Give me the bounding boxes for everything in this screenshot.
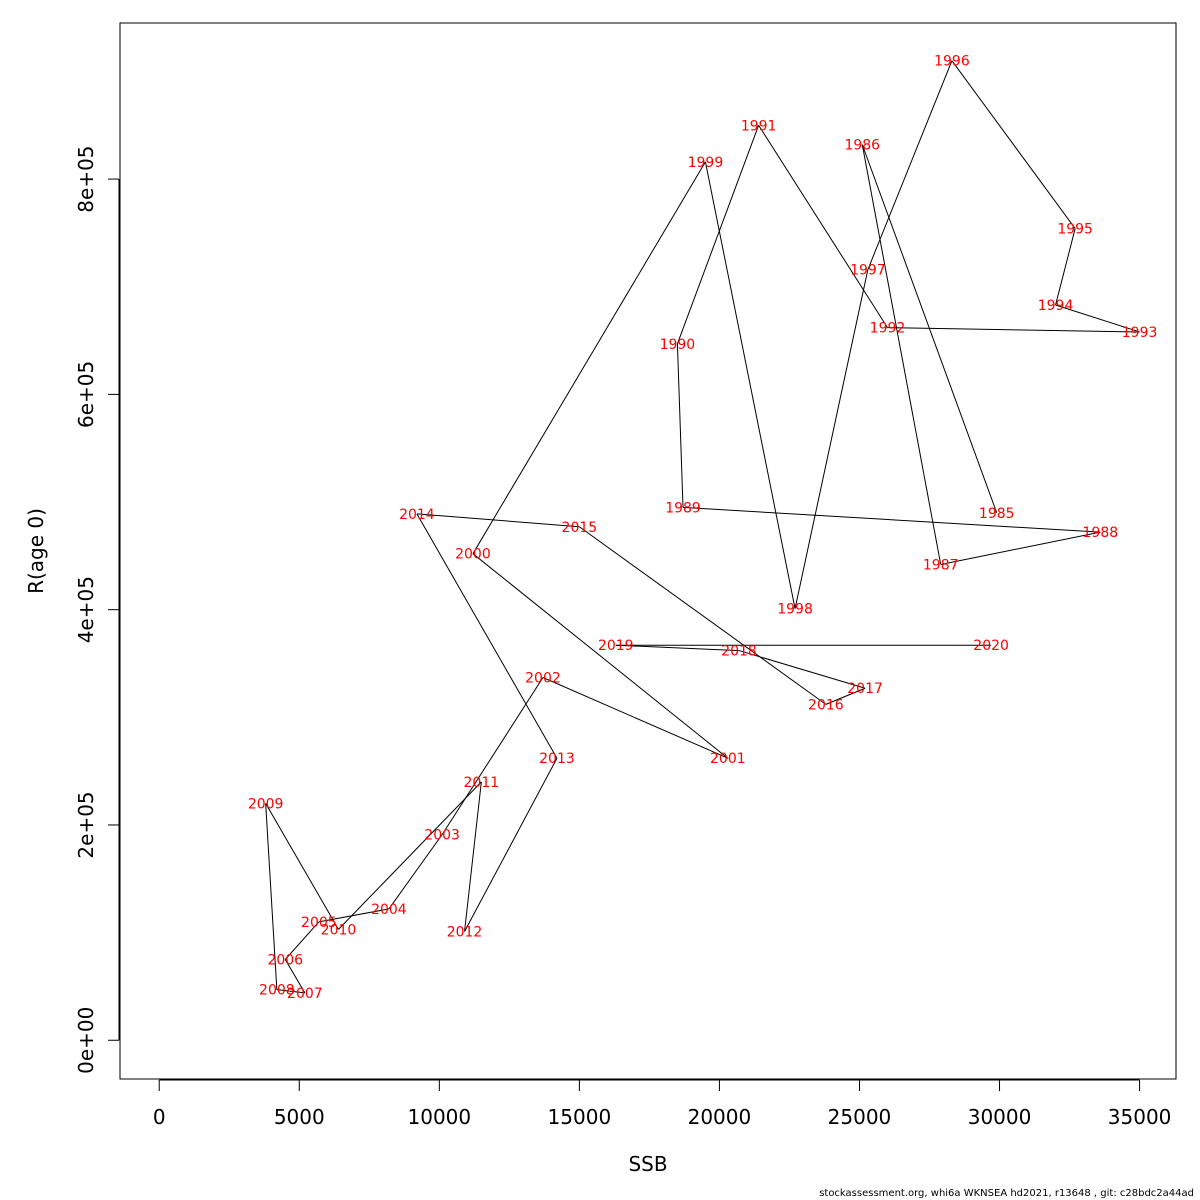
year-label: 1993 [1122, 325, 1158, 341]
year-label: 2007 [287, 986, 323, 1002]
trajectory-segment [738, 650, 866, 689]
year-label: 2001 [710, 751, 746, 767]
trajectory-segment [472, 553, 729, 759]
year-label: 1997 [850, 263, 886, 279]
y-axis: 0e+00 2e+05 4e+05 6e+05 8e+05 [74, 145, 120, 1074]
year-label: 1987 [923, 557, 959, 573]
x-axis: 0 5000 10000 15000 20000 25000 30000 35000 [153, 1079, 1172, 1129]
trajectory-segment [338, 781, 482, 930]
x-axis-title: SSB [628, 1152, 667, 1176]
trajectory-segment [704, 161, 796, 609]
year-label: 2017 [847, 681, 883, 697]
year-label: 1991 [741, 118, 777, 134]
year-label: 1988 [1083, 525, 1119, 541]
trajectory-segment [951, 60, 1076, 229]
trajectory-segment [472, 161, 706, 554]
y-tick-label: 2e+05 [74, 791, 98, 858]
trajectory-segment [542, 677, 729, 759]
trajectory-segment [887, 327, 1140, 333]
trajectory-segment [1055, 228, 1076, 306]
x-tick-label: 15000 [548, 1105, 612, 1129]
trajectory-segment [682, 506, 1101, 533]
year-label: 2010 [321, 922, 357, 938]
year-label: 1995 [1057, 222, 1093, 238]
year-label: 2005 [301, 915, 337, 931]
year-label: 1998 [777, 602, 813, 618]
trajectory-lines [265, 60, 1140, 994]
year-label: 2014 [399, 507, 435, 523]
year-label: 2012 [447, 925, 483, 941]
year-label: 2018 [721, 644, 757, 660]
y-tick-label: 4e+05 [74, 576, 98, 643]
year-label: 2009 [248, 796, 284, 812]
x-tick-label: 20000 [688, 1105, 752, 1129]
trajectory-segment [867, 60, 953, 270]
x-tick-label: 5000 [274, 1105, 325, 1129]
year-label: 2002 [525, 670, 561, 686]
trajectory-segment [615, 644, 740, 652]
trajectory-segment [464, 757, 558, 932]
x-tick-label: 35000 [1108, 1105, 1172, 1129]
year-label: 2013 [539, 751, 575, 767]
trajectory-segment [676, 125, 760, 344]
trajectory-segment [265, 803, 278, 990]
trajectory-segment [284, 921, 320, 960]
trajectory-segment [318, 908, 389, 923]
year-label: 2000 [455, 547, 491, 563]
trajectory-segment [441, 677, 544, 835]
year-label: 1992 [870, 321, 906, 337]
footer-credit: stockassessment.org, whi6a WKNSEA hd2021… [819, 1188, 1194, 1199]
y-axis-title: R(age 0) [24, 508, 48, 594]
trajectory-segment [284, 959, 306, 994]
year-label: 1985 [979, 506, 1015, 522]
x-tick-label: 25000 [828, 1105, 892, 1129]
trajectory-segment [464, 781, 482, 932]
year-label: 1989 [665, 500, 701, 516]
year-label: 1986 [844, 138, 880, 154]
x-tick-label: 10000 [408, 1105, 472, 1129]
trajectory-segment [861, 144, 942, 565]
x-tick-label: 30000 [968, 1105, 1032, 1129]
trajectory-segment [758, 124, 888, 328]
year-label: 1994 [1038, 298, 1074, 314]
year-label: 2008 [259, 983, 295, 999]
year-labels: 1985 1986 1987 1988 1989 1990 1991 1992 1993 1994… [248, 54, 1158, 1002]
trajectory-segment [265, 803, 339, 930]
y-tick-label: 8e+05 [74, 145, 98, 212]
year-label: 1990 [660, 337, 696, 353]
trajectory-segment [676, 343, 684, 508]
trajectory-segment [579, 526, 827, 705]
trajectory-segment [416, 513, 558, 759]
year-label: 2006 [267, 953, 303, 969]
year-label: 2004 [371, 902, 407, 918]
year-label: 2020 [973, 638, 1009, 654]
year-label: 1996 [934, 54, 970, 70]
y-tick-label: 6e+05 [74, 361, 98, 428]
year-label: 2003 [424, 828, 460, 844]
y-tick-label: 0e+00 [74, 1007, 98, 1074]
trajectory-segment [794, 269, 869, 609]
year-label: 1999 [688, 155, 724, 171]
year-label: 2011 [464, 775, 500, 791]
trajectory-segment [416, 513, 580, 528]
year-label: 2016 [808, 697, 844, 713]
trajectory-segment [825, 687, 866, 705]
trajectory-segment [1055, 304, 1140, 333]
trajectory-segment [388, 834, 443, 910]
plot-frame [119, 22, 1177, 1080]
year-label: 2019 [598, 638, 634, 654]
x-tick-label: 0 [153, 1105, 166, 1129]
trajectory-segment [940, 531, 1101, 565]
trajectory-segment [276, 989, 305, 994]
year-label: 2015 [562, 520, 598, 536]
